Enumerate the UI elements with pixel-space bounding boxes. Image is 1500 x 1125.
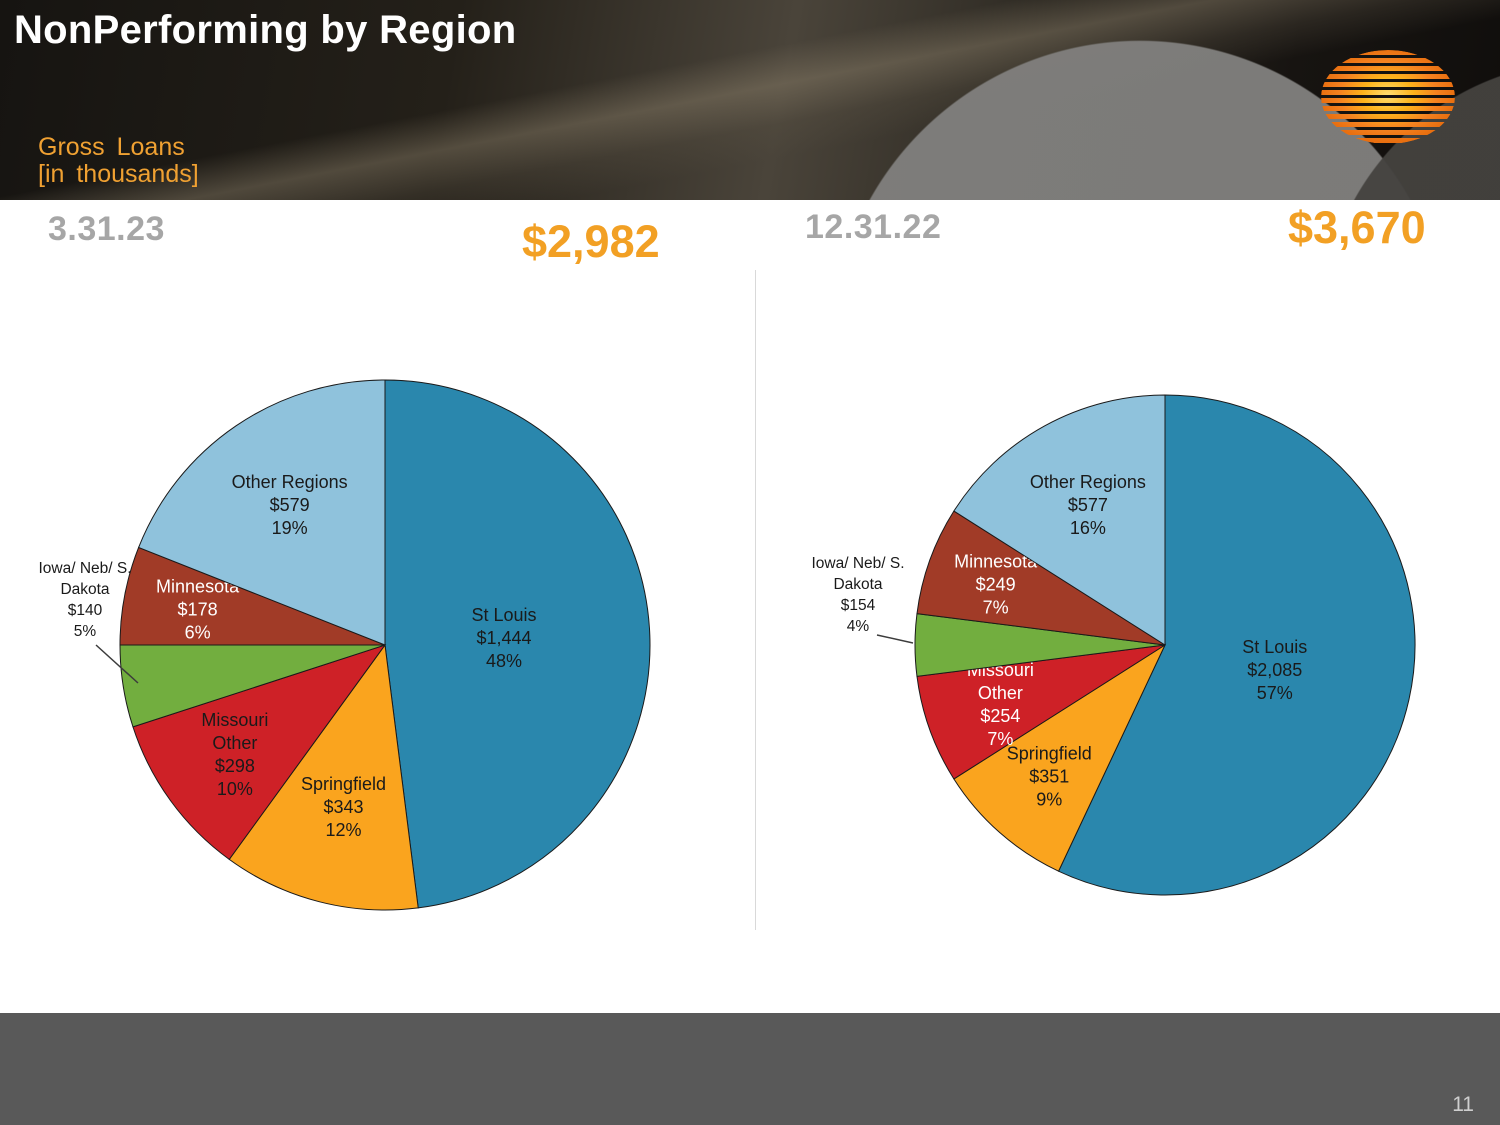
slide-title: NonPerforming by Region xyxy=(14,8,517,52)
leader-line-iowa-neb-s-dakota xyxy=(95,644,139,684)
pie-slice-missouri-other xyxy=(916,644,1166,780)
pie-slice-st-louis xyxy=(1057,394,1416,896)
period-label-right: 12.31.22 xyxy=(805,208,942,246)
footer-bar: 11 xyxy=(0,1013,1500,1125)
gross-loans-caption-line1: Gross Loans xyxy=(38,133,185,161)
pie-label-springfield: Springfield $343 12% xyxy=(301,774,386,840)
pie-slice-springfield xyxy=(953,643,1167,872)
pie-chart-12-31-22: St Louis $2,085 57%Springfield $351 9%Missou… xyxy=(811,394,1416,896)
period-label-left: 3.31.23 xyxy=(48,210,165,248)
pie-slice-other-regions xyxy=(137,379,386,646)
page-number: 11 xyxy=(1452,1093,1474,1116)
pie-label-st-louis: St Louis $2,085 57% xyxy=(1242,637,1307,703)
gross-loans-caption: Gross Loans [in thousands] xyxy=(38,134,199,188)
content-area: 3.31.23 $2,982 12.31.22 $3,670 St Louis $… xyxy=(0,200,1500,1013)
pie-label-springfield: Springfield $351 9% xyxy=(1007,744,1092,810)
pie-label-missouri-other: Missouri Other $298 10% xyxy=(201,710,268,799)
pie-slice-minnesota xyxy=(916,510,1166,646)
pie-label-minnesota: Minnesota $249 7% xyxy=(954,551,1038,617)
pie-label-minnesota: Minnesota $178 6% xyxy=(156,577,240,643)
gross-loans-caption-line2: [in thousands] xyxy=(38,160,199,188)
pie-slice-st-louis xyxy=(384,379,651,909)
header-banner: NonPerforming by Region Gross Loans [in … xyxy=(0,0,1500,200)
sun-logo-icon xyxy=(1321,50,1455,144)
pie-label-iowa-neb-s-dakota: Iowa/ Neb/ S. Dakota $140 5% xyxy=(38,560,131,640)
pie-chart-3-31-23: St Louis $1,444 48% Springfield $343 12% Misso… xyxy=(38,379,651,911)
total-nonperforming-right: $3,670 xyxy=(1288,202,1426,253)
pie-label-st-louis: St Louis $1,444 48% xyxy=(471,605,536,671)
pie-slice-missouri-other xyxy=(132,644,387,861)
pie-label-iowa-neb-s-dakota: Iowa/ Neb/ S. Dakota $154 4% xyxy=(811,555,904,635)
pie-slice-springfield xyxy=(228,643,419,911)
pie-slice-other-regions xyxy=(953,394,1166,646)
pie-label-other-regions: Other Regions $579 19% xyxy=(232,472,348,538)
total-nonperforming-left: $2,982 xyxy=(522,216,660,267)
pie-label-other-regions: Other Regions $577 16% xyxy=(1030,472,1146,538)
leader-line-iowa-neb-s-dakota xyxy=(876,634,914,644)
vertical-divider xyxy=(755,270,756,930)
